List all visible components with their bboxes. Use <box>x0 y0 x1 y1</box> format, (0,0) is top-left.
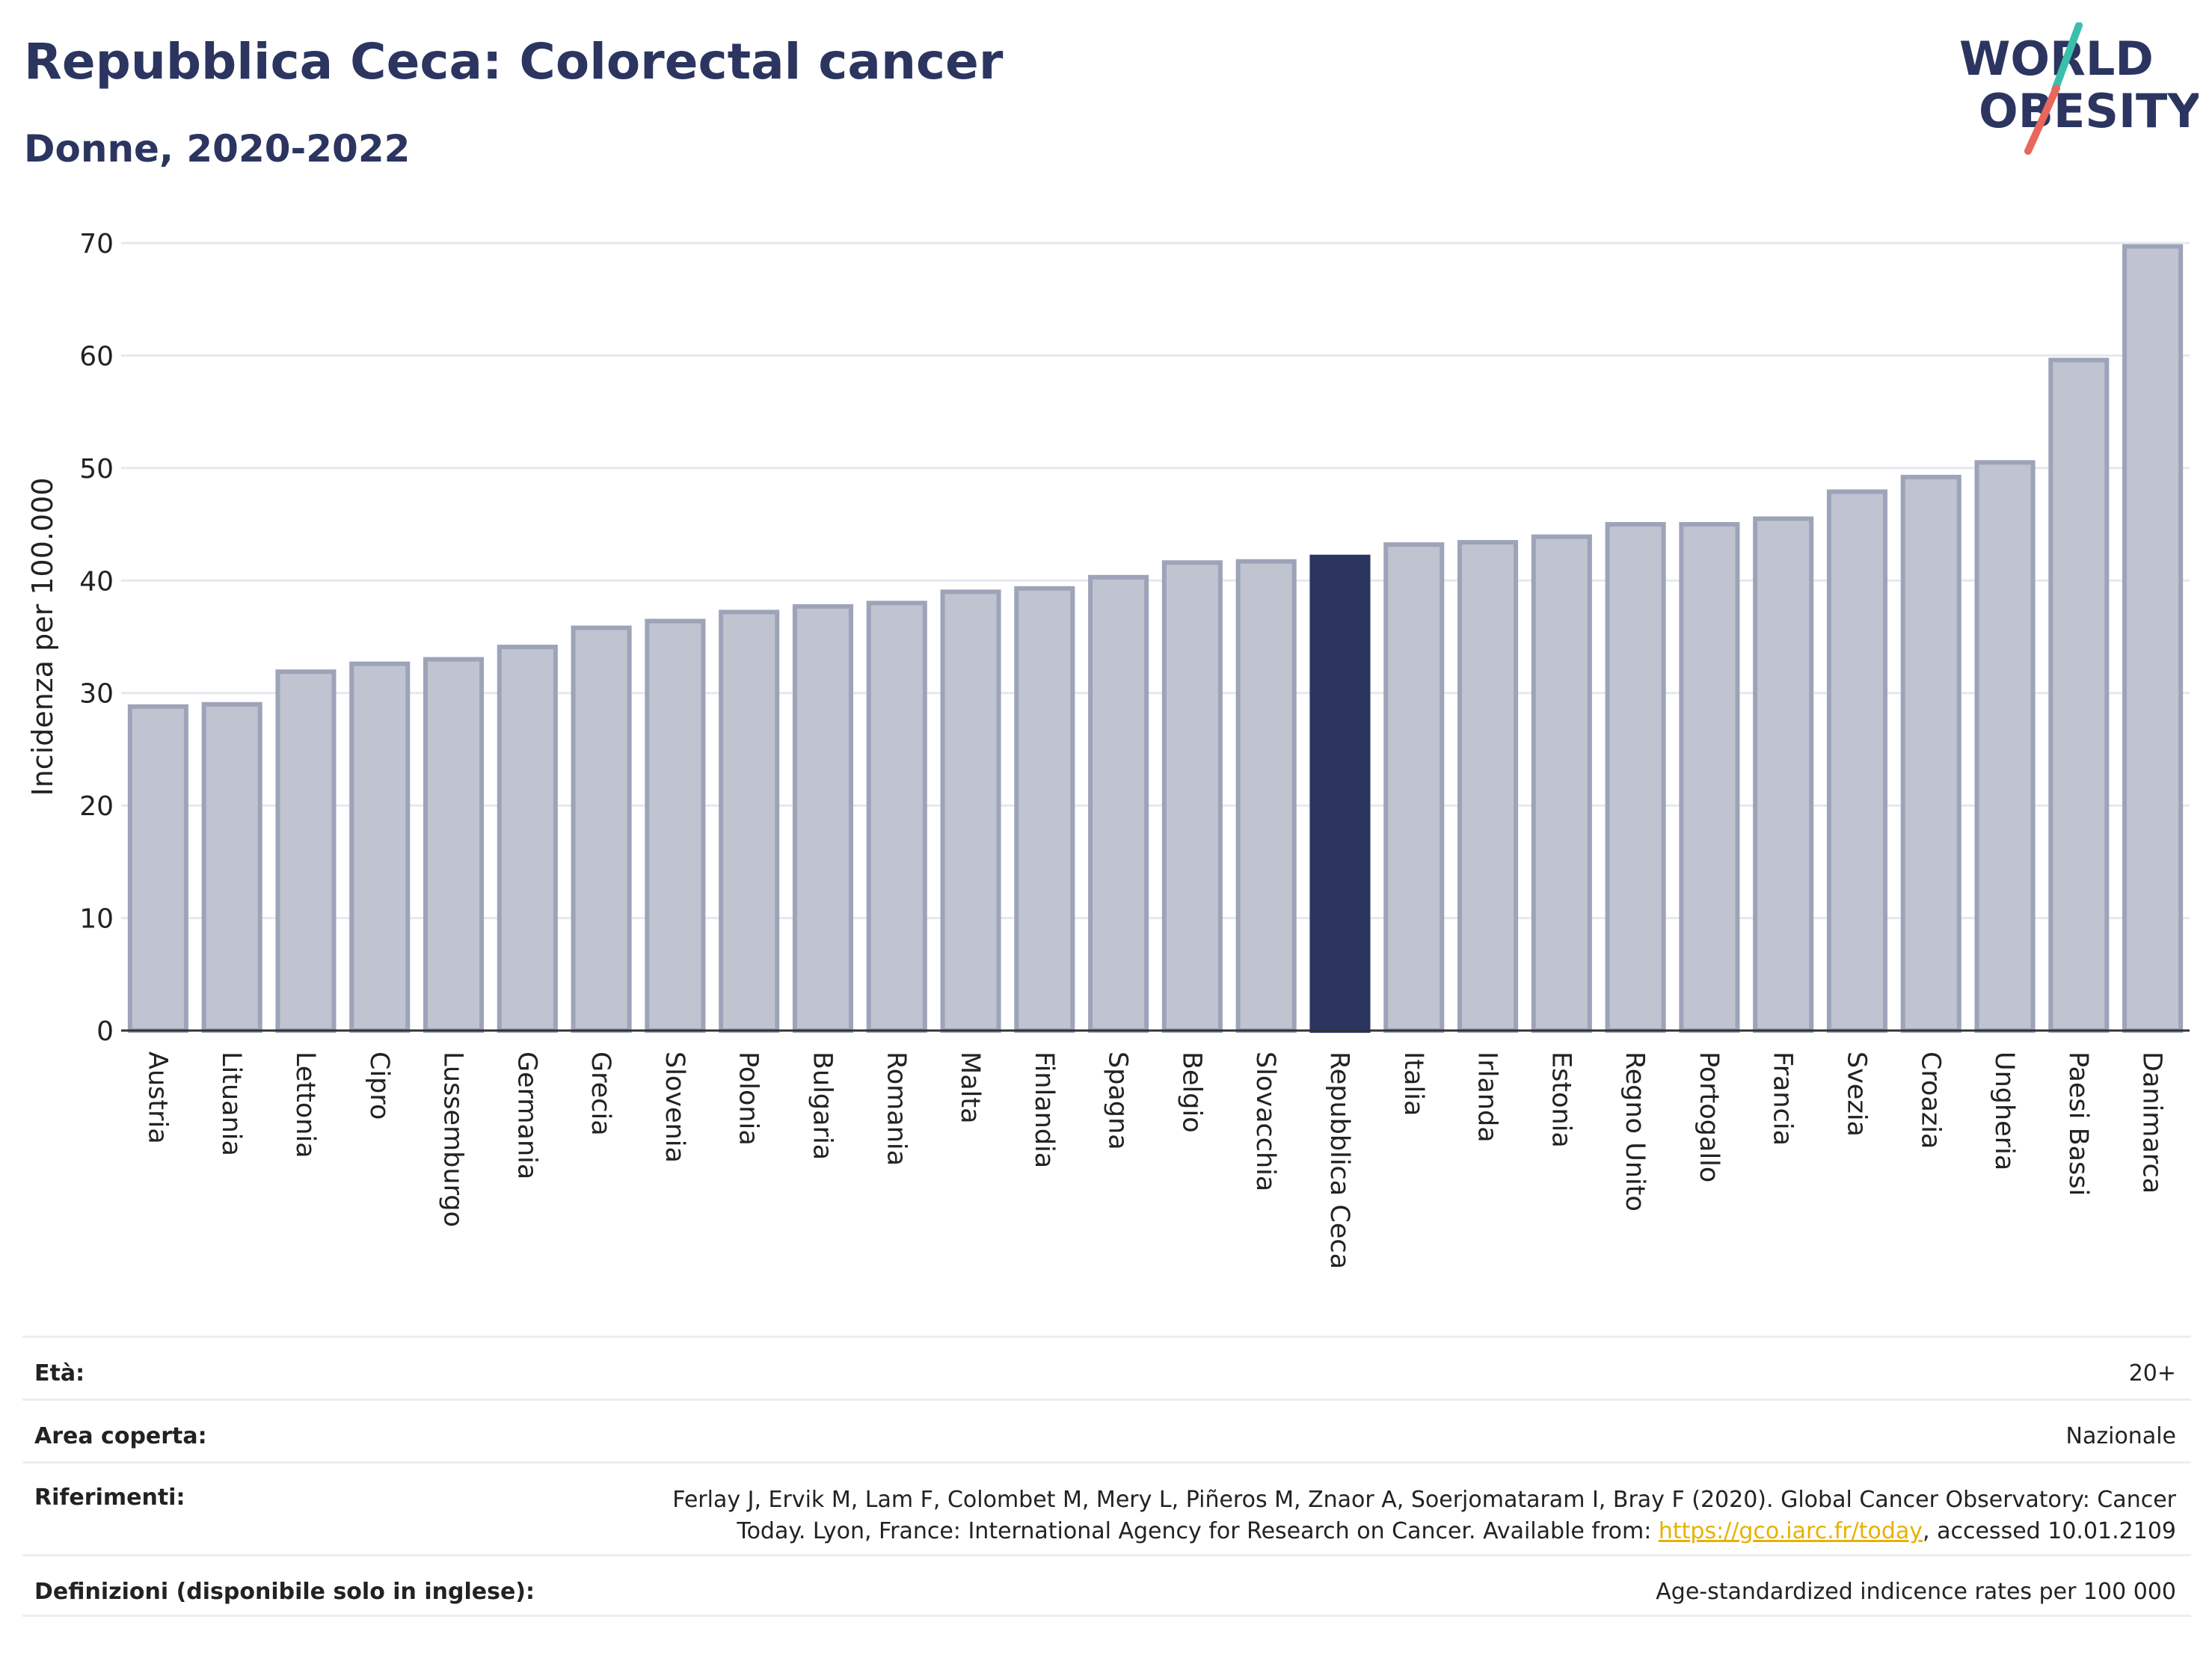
y-tick-labels: 0 10 20 30 40 50 60 70 <box>79 229 114 1047</box>
bar <box>645 618 706 1033</box>
world-obesity-logo: WORLD OBESITY <box>1959 22 2199 155</box>
bar <box>1679 522 1740 1033</box>
bar-highlight <box>1309 554 1371 1033</box>
y-tick-label: 30 <box>79 679 114 710</box>
chart-subtitle: Donne, 2020-2022 <box>24 127 411 171</box>
bar <box>792 604 854 1033</box>
x-tick-label: Lussemburgo <box>438 1051 468 1227</box>
bar <box>1088 574 1149 1033</box>
x-tick-label: Danimarca <box>2137 1051 2167 1194</box>
meta-value-area: Nazionale <box>2065 1423 2176 1449</box>
meta-value-riferimenti: Ferlay J, Ervik M, Lam F, Colombet M, Me… <box>621 1484 2176 1547</box>
bar <box>1014 586 1075 1033</box>
x-tick-label: Ungheria <box>1989 1051 2019 1170</box>
meta-label-definizioni: Definizioni (disponibile solo in inglese… <box>34 1579 535 1605</box>
bar <box>1531 534 1592 1033</box>
meta-label-area: Area coperta: <box>34 1423 207 1449</box>
bar <box>1974 460 2036 1033</box>
bar <box>719 610 780 1033</box>
bar <box>1457 540 1519 1033</box>
x-tick-label: Austria <box>142 1051 172 1144</box>
x-tick-label: Svezia <box>1841 1051 1871 1137</box>
bar <box>349 661 411 1033</box>
x-tick-label: Bulgaria <box>807 1051 837 1160</box>
meta-row-eta: Età: 20+ <box>22 1336 2191 1398</box>
bar-chart: 0 10 20 30 40 50 60 70 Austria Lituania Lettonia C… <box>26 229 2190 1269</box>
bar <box>940 589 1001 1033</box>
y-tick-label: 60 <box>79 341 114 372</box>
x-tick-label: Italia <box>1398 1051 1428 1116</box>
x-tick-label: Malta <box>955 1051 985 1124</box>
x-tick-label: Polonia <box>734 1051 764 1146</box>
bar <box>423 657 485 1033</box>
ref-text-part1: Ferlay J, Ervik M, Lam F, Colombet M, Me… <box>672 1487 2176 1544</box>
y-axis-label: Incidenza per 100.000 <box>26 478 59 796</box>
bar <box>2048 357 2110 1033</box>
meta-label-eta: Età: <box>34 1360 85 1387</box>
bar <box>571 625 632 1033</box>
bars <box>127 244 2184 1034</box>
x-tick-label: Portogallo <box>1694 1051 1724 1182</box>
meta-row-riferimenti: Riferimenti: Ferlay J, Ervik M, Lam F, C… <box>22 1461 2191 1554</box>
x-tick-label: Francia <box>1768 1051 1798 1146</box>
x-tick-label: Cipro <box>364 1051 394 1120</box>
bar <box>2122 244 2184 1034</box>
x-tick-label: Lituania <box>216 1051 246 1156</box>
x-tick-label: Finlandia <box>1029 1051 1059 1168</box>
x-tick-label: Croazia <box>1915 1051 1945 1149</box>
y-tick-label: 10 <box>79 904 114 935</box>
metadata-table: Età: 20+ Area coperta: Nazionale Riferim… <box>22 1336 2191 1617</box>
x-tick-labels: Austria Lituania Lettonia Cipro Lussemburgo G… <box>142 1051 2166 1269</box>
x-tick-label: Spagna <box>1103 1051 1133 1150</box>
bar <box>497 645 558 1033</box>
meta-label-riferimenti: Riferimenti: <box>34 1484 185 1511</box>
x-tick-label: Lettonia <box>290 1051 320 1158</box>
meta-row-definizioni: Definizioni (disponibile solo in inglese… <box>22 1554 2191 1617</box>
x-tick-label: Slovacchia <box>1250 1051 1280 1191</box>
meta-row-area: Area coperta: Nazionale <box>22 1398 2191 1461</box>
y-tick-label: 70 <box>79 229 114 260</box>
bar <box>1900 474 1961 1033</box>
x-tick-label: Repubblica Ceca <box>1324 1051 1354 1269</box>
y-tick-label: 50 <box>79 454 114 485</box>
x-tick-label: Regno Unito <box>1620 1051 1650 1212</box>
meta-value-eta: 20+ <box>2128 1360 2176 1387</box>
bar <box>275 669 337 1034</box>
bar <box>1605 522 1666 1033</box>
ref-link[interactable]: https://gco.iarc.fr/today <box>1658 1518 1923 1544</box>
x-tick-label: Estonia <box>1546 1051 1576 1148</box>
bar <box>127 704 188 1033</box>
x-tick-label: Slovenia <box>660 1051 689 1163</box>
x-tick-label: Irlanda <box>1472 1051 1502 1143</box>
y-tick-label: 40 <box>79 566 114 597</box>
bar <box>1383 542 1445 1033</box>
logo-slash-teal <box>2051 22 2083 93</box>
bar <box>1161 560 1223 1033</box>
bar <box>201 701 262 1033</box>
ref-text-part2: , accessed 10.01.2109 <box>1923 1518 2176 1544</box>
y-tick-label: 20 <box>79 791 114 822</box>
chart-title: Repubblica Ceca: Colorectal cancer <box>24 33 1004 90</box>
bar <box>1235 559 1297 1033</box>
bar <box>866 601 927 1033</box>
x-tick-label: Germania <box>511 1051 541 1179</box>
logo-line-obesity: OBESITY <box>1979 84 2199 138</box>
meta-value-definizioni: Age-standardized indicence rates per 100… <box>1656 1579 2176 1605</box>
bar <box>1826 489 1888 1033</box>
x-tick-label: Romania <box>881 1051 911 1166</box>
x-tick-label: Paesi Bassi <box>2063 1051 2093 1196</box>
bar <box>1753 516 1814 1033</box>
x-tick-label: Grecia <box>586 1051 615 1136</box>
y-tick-label: 0 <box>96 1016 114 1047</box>
logo-slash-red <box>2024 85 2060 155</box>
x-tick-label: Belgio <box>1176 1051 1206 1133</box>
